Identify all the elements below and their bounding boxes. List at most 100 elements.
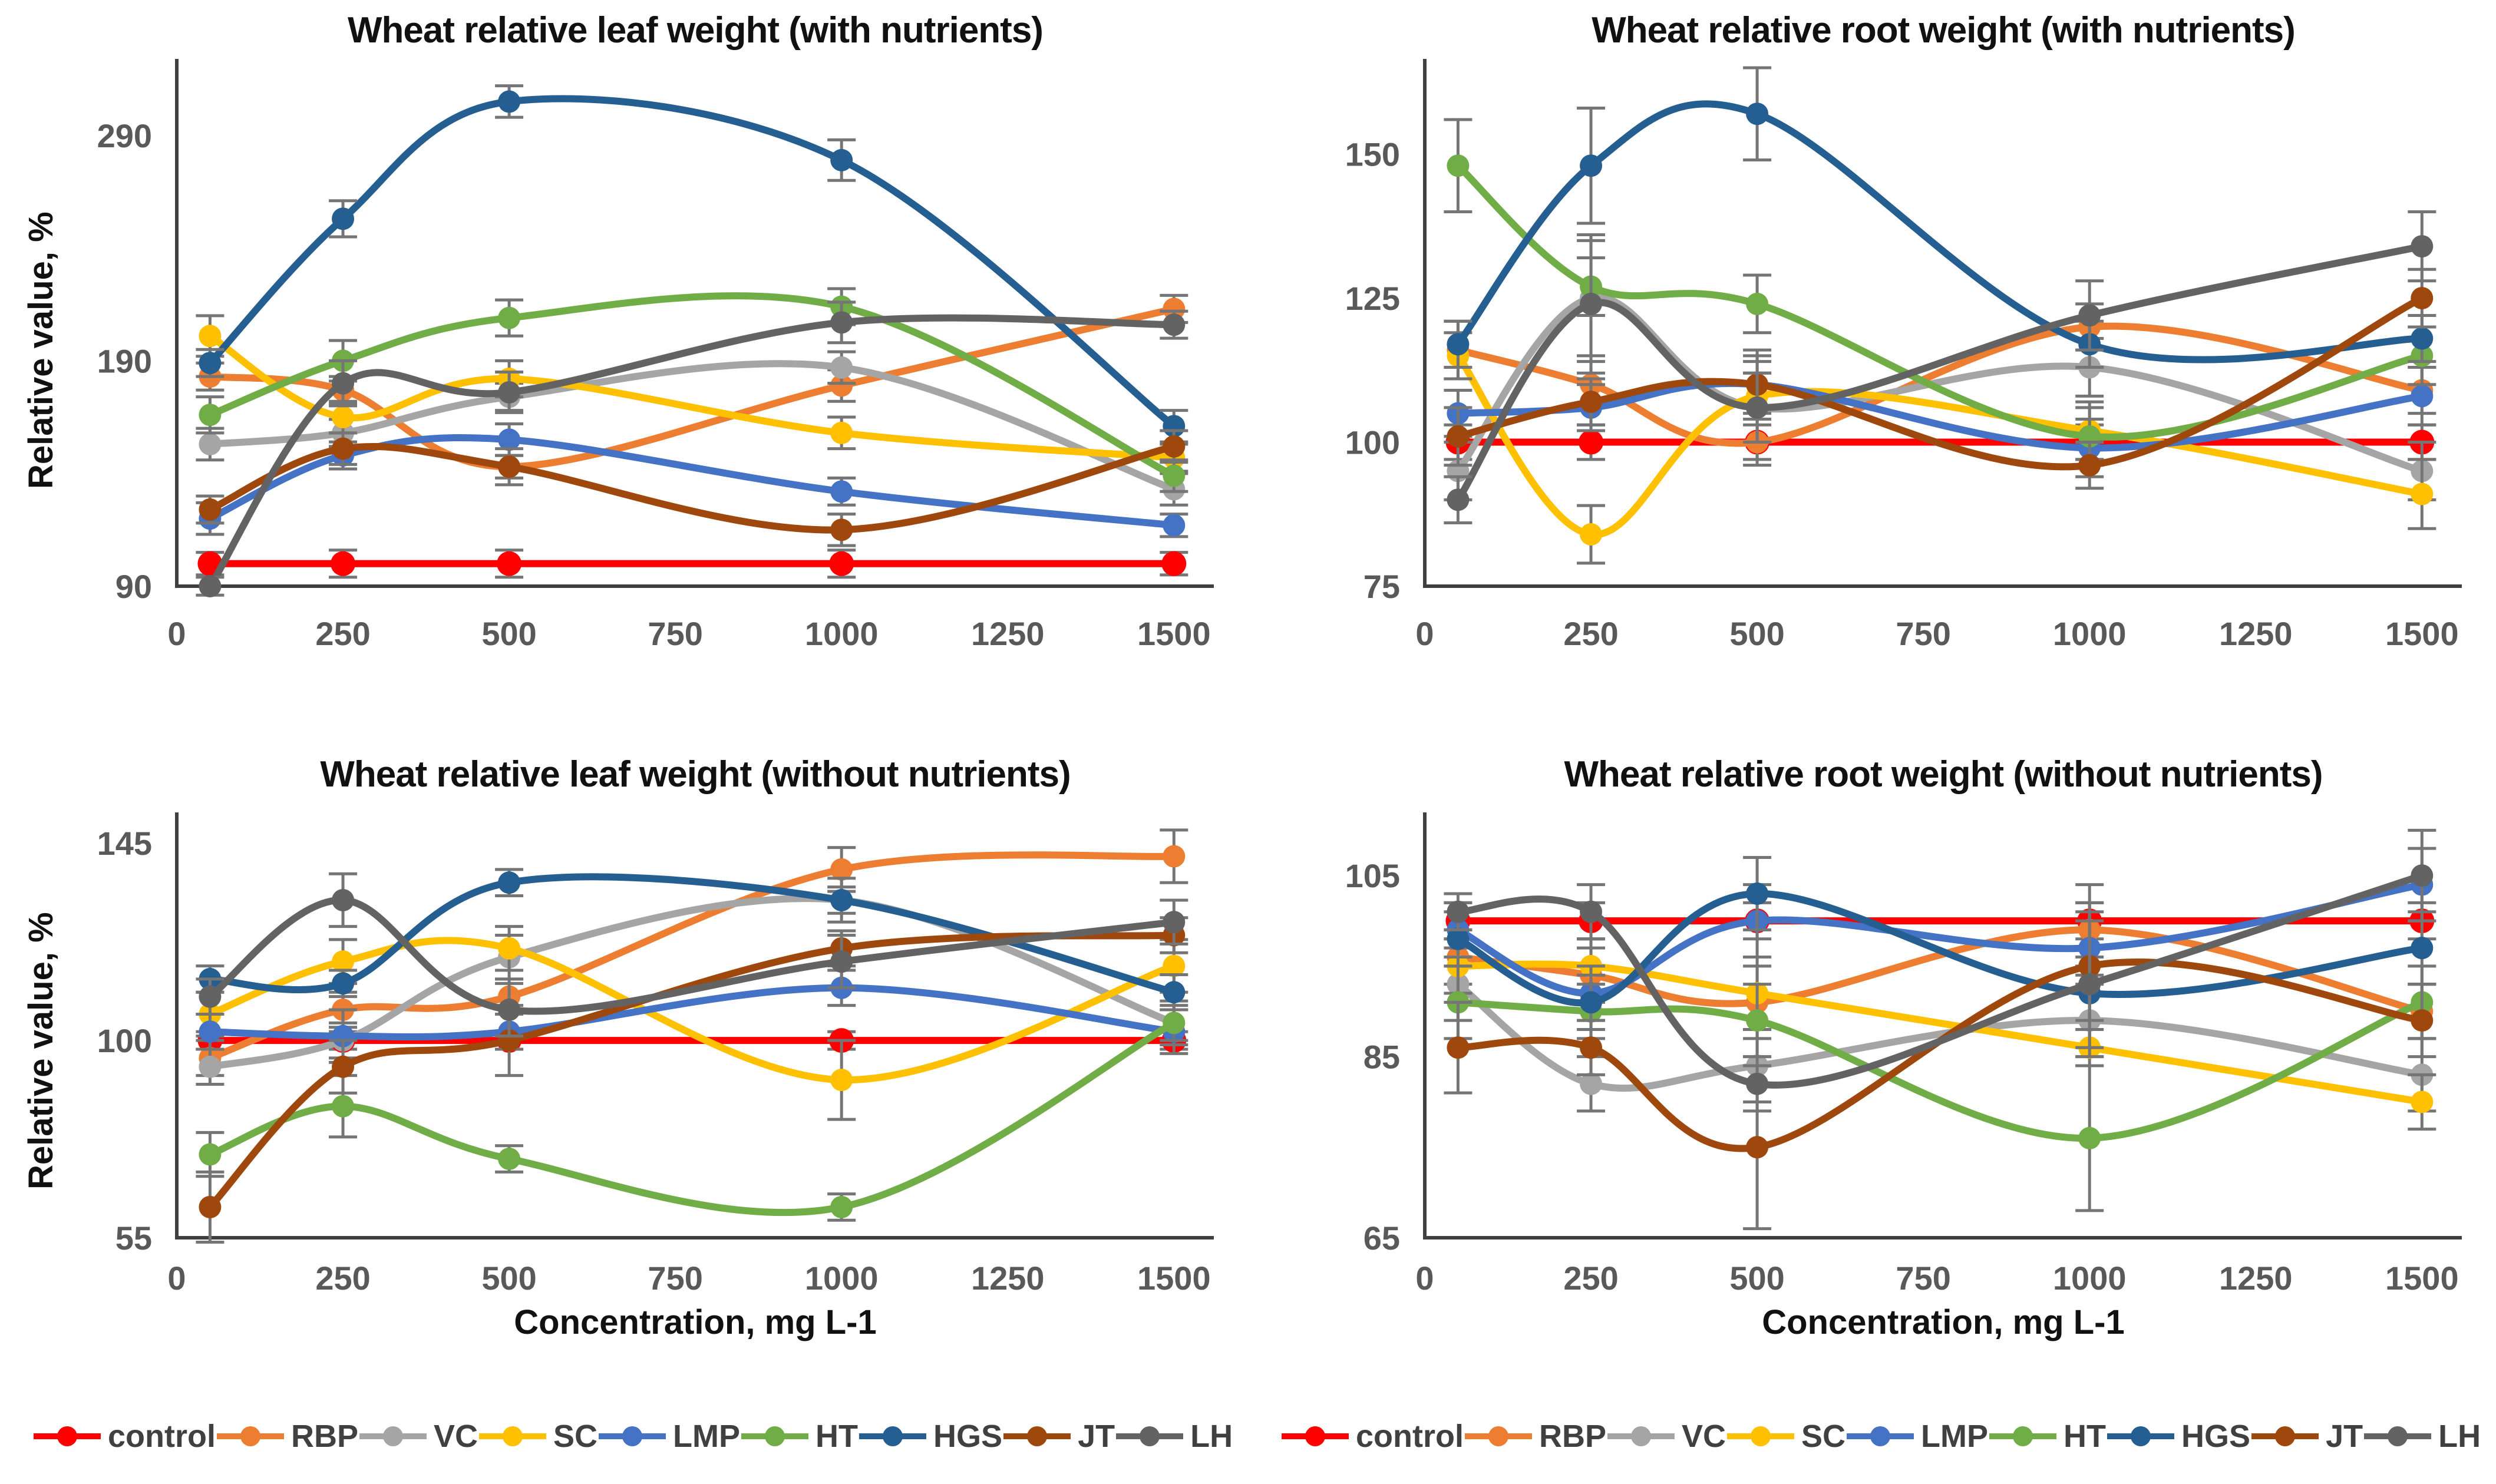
x-tick-label: 1250 [2219,615,2293,652]
x-tick-label: 1500 [1137,615,1211,652]
x-tick-label: 1250 [971,1260,1045,1297]
legend-item-HT: HT [1988,1418,2106,1455]
legend-marker-icon [217,1426,284,1446]
data-marker [830,311,853,334]
data-marker [199,325,222,348]
panel-root-without-nutrients: 65 85 105 0 250 500 750 1000 1250 1500 Wheat rela… [1248,742,2496,1484]
axes [175,59,1214,588]
data-marker [199,404,222,427]
legend-label: LH [2438,1419,2481,1454]
legend-marker-icon [1465,1426,1532,1446]
x-tick-label: 0 [167,1260,186,1297]
legend-marker-icon [2364,1426,2432,1446]
legend-item-JT: JT [2250,1418,2363,1455]
legend-item-VC: VC [358,1418,478,1455]
data-marker [498,999,521,1022]
series-JT [196,429,1188,547]
data-marker [332,207,355,230]
x-tick-label: 1000 [805,1260,879,1297]
series-LH [196,872,1188,1038]
data-marker [199,575,222,597]
legend-marker-icon [741,1426,809,1446]
y-axis-label: Relative value, % [22,912,60,1189]
data-marker [1447,488,1470,511]
legend-label: SC [553,1419,598,1454]
series-SC [196,925,1188,1121]
legend-item-control: control [1280,1418,1464,1455]
legend-item-HT: HT [740,1418,858,1455]
y-tick-label: 290 [97,117,152,154]
data-marker [1447,333,1470,356]
data-marker [1163,313,1186,336]
x-tick-label: 1250 [971,615,1045,652]
data-marker [1746,292,1769,315]
data-marker [1579,429,1604,455]
legend-marker-icon [1116,1426,1184,1446]
data-marker [1580,154,1603,177]
data-marker [1163,514,1186,537]
data-marker [830,518,853,541]
legend-left: control RBP VC SC LMP HT HGS JT LH [32,1418,1233,1455]
legend-item-LH: LH [2363,1418,2481,1455]
tick-labels: 55 100 145 0 250 500 750 1000 1250 1500 [97,825,1211,1297]
data-marker [830,1069,853,1092]
legend-item-LMP: LMP [1845,1418,1988,1455]
data-marker [1447,900,1470,923]
data-marker [2078,1126,2101,1149]
legend-item-VC: VC [1606,1418,1726,1455]
data-marker [199,1143,222,1166]
data-marker [830,480,853,503]
data-marker [331,551,356,576]
legend-item-control: control [32,1418,216,1455]
legend-label: JT [1078,1419,1115,1454]
legend-item-HGS: HGS [858,1418,1002,1455]
data-marker [2411,385,2434,408]
legend-label: RBP [291,1419,359,1454]
legend-label: HGS [933,1419,1003,1454]
data-marker [199,352,222,375]
data-marker [1163,435,1186,458]
data-marker [830,888,853,911]
data-marker [332,406,355,429]
legend-right: control RBP VC SC LMP HT HGS JT LH [1280,1418,2481,1455]
data-marker [1161,551,1187,576]
data-marker [332,950,355,973]
data-marker [332,1055,355,1078]
legend-label: VC [434,1419,478,1454]
legend-marker-icon [1727,1426,1795,1446]
data-marker [1580,1036,1603,1059]
data-marker [1163,845,1186,868]
x-tick-label: 1250 [2219,1260,2293,1297]
x-tick-label: 250 [315,615,370,652]
data-marker [497,551,522,576]
data-marker [498,871,521,894]
legend-marker-icon [2107,1426,2175,1446]
legend-marker-icon [1003,1426,1071,1446]
legend-marker-icon [859,1426,927,1446]
data-marker [1580,292,1603,315]
chart-title: Wheat relative leaf weight (with nutrien… [348,10,1044,51]
legend-item-HGS: HGS [2106,1418,2250,1455]
data-marker [1580,1072,1603,1095]
x-tick-label: 750 [1896,615,1950,652]
legend-label: LH [1190,1419,1233,1454]
data-marker [830,148,853,171]
legend-item-SC: SC [478,1418,597,1455]
data-marker [2078,304,2101,327]
data-marker [1746,1009,1769,1032]
legend-label: JT [2326,1419,2363,1454]
data-marker [1580,391,1603,414]
data-marker [1746,1136,1769,1159]
data-marker [830,950,853,973]
axes [1423,59,2462,588]
panel-leaf-without-nutrients: 55 100 145 0 250 500 750 1000 1250 1500 Wheat rel… [0,742,1248,1484]
y-tick-label: 65 [1363,1219,1400,1257]
data-marker [199,1055,222,1078]
data-marker [830,374,853,397]
tick-labels: 65 85 105 0 250 500 750 1000 1250 1500 [1345,857,2459,1297]
data-marker [1580,900,1603,923]
data-marker [1746,396,1769,419]
x-tick-label: 750 [648,615,702,652]
